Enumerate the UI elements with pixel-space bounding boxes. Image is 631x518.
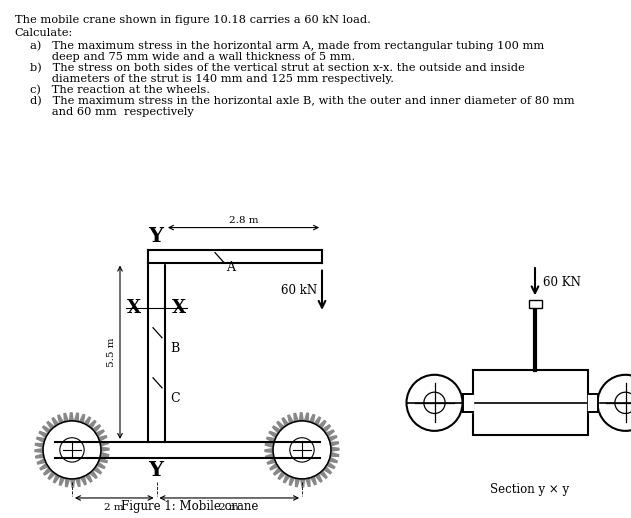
Text: Calculate:: Calculate: bbox=[15, 28, 73, 38]
Circle shape bbox=[598, 375, 631, 431]
Circle shape bbox=[43, 421, 101, 479]
Text: 2 m: 2 m bbox=[105, 503, 124, 512]
Text: d)   The maximum stress in the horizontal axle B, with the outer and inner diame: d) The maximum stress in the horizontal … bbox=[30, 96, 575, 107]
Polygon shape bbox=[35, 413, 109, 487]
Polygon shape bbox=[265, 413, 339, 487]
Text: Figure 1: Mobile crane: Figure 1: Mobile crane bbox=[121, 500, 259, 513]
Text: 60 KN: 60 KN bbox=[543, 276, 581, 289]
Text: X: X bbox=[127, 299, 141, 316]
Text: 60 kN: 60 kN bbox=[281, 284, 317, 297]
Circle shape bbox=[406, 375, 463, 431]
Text: 5.5 m: 5.5 m bbox=[107, 338, 116, 367]
Text: Y: Y bbox=[148, 226, 163, 246]
Text: B: B bbox=[170, 342, 179, 355]
Text: C: C bbox=[170, 392, 180, 405]
Circle shape bbox=[273, 421, 331, 479]
Text: X: X bbox=[172, 299, 186, 316]
Text: A: A bbox=[226, 261, 235, 274]
Text: 2.8 m: 2.8 m bbox=[229, 215, 258, 225]
Text: The mobile crane shown in figure 10.18 carries a 60 kN load.: The mobile crane shown in figure 10.18 c… bbox=[15, 16, 370, 25]
Text: b)   The stress on both sides of the vertical strut at section x-x. the outside : b) The stress on both sides of the verti… bbox=[30, 63, 525, 73]
Bar bbox=[473, 370, 587, 435]
Text: 2 m: 2 m bbox=[220, 503, 239, 512]
Bar bbox=[529, 300, 541, 308]
Text: Section y × y: Section y × y bbox=[490, 483, 570, 496]
Text: diameters of the strut is 140 mm and 125 mm respectively.: diameters of the strut is 140 mm and 125… bbox=[30, 74, 394, 84]
Text: a)   The maximum stress in the horizontal arm A, made from rectangular tubing 10: a) The maximum stress in the horizontal … bbox=[30, 40, 545, 51]
Text: deep and 75 mm wide and a wall thickness of 5 mm.: deep and 75 mm wide and a wall thickness… bbox=[30, 52, 355, 62]
Text: and 60 mm  respectively: and 60 mm respectively bbox=[30, 107, 194, 118]
Text: Y: Y bbox=[148, 460, 163, 480]
Text: c)   The reaction at the wheels.: c) The reaction at the wheels. bbox=[30, 85, 210, 95]
